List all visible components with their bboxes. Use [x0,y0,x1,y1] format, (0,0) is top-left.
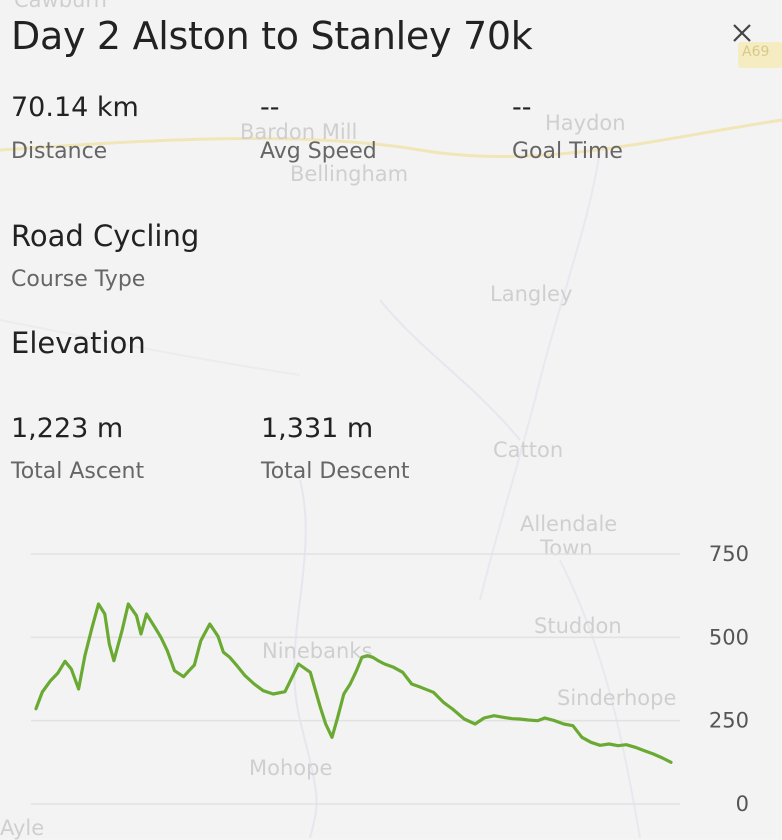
map-place-label: Catton [493,438,564,462]
map-place-label: Bardon Mill [240,120,358,144]
avg-speed-value: -- [260,92,280,123]
total-ascent-label: Total Ascent [11,459,145,484]
elevation-heading: Elevation [11,326,146,360]
map-place-label: Cawburn [14,0,107,12]
elevation-line [34,602,673,764]
y-tick-label: 250 [709,709,749,733]
map-place-label: Allendale [520,512,618,536]
map-place-label: Sinderhope [557,686,677,710]
avg-speed-label: Avg Speed [260,139,377,164]
map-place-label: Mohope [249,756,333,780]
total-ascent-value: 1,223 m [11,413,124,444]
distance-label: Distance [11,139,108,164]
total-descent-value: 1,331 m [261,413,374,444]
close-button[interactable] [727,18,757,48]
distance-value: 70.14 km [11,92,139,123]
goal-time-value: -- [512,92,532,123]
y-tick-label: 750 [709,542,749,566]
total-descent-label: Total Descent [261,459,410,484]
map-place-label: Haydon [545,111,626,135]
y-tick-label: 500 [709,625,749,649]
map-place-label: Langley [490,282,573,306]
close-icon [733,24,751,42]
goal-time-label: Goal Time [512,139,623,164]
map-place-label: Ayle [0,816,45,840]
map-place-label: Studdon [534,614,622,638]
map-place-label: Ninebanks [262,639,373,663]
course-type-value: Road Cycling [11,219,200,253]
elevation-chart[interactable]: 750 500 250 0 [0,530,782,830]
road-badge: A69 [742,44,770,60]
course-title: Day 2 Alston to Stanley 70k [11,14,533,58]
y-tick-label: 0 [736,792,749,816]
map-place-label: Bellingham [290,162,409,186]
course-type-label: Course Type [11,267,146,292]
map-place-label: Town [540,536,593,560]
